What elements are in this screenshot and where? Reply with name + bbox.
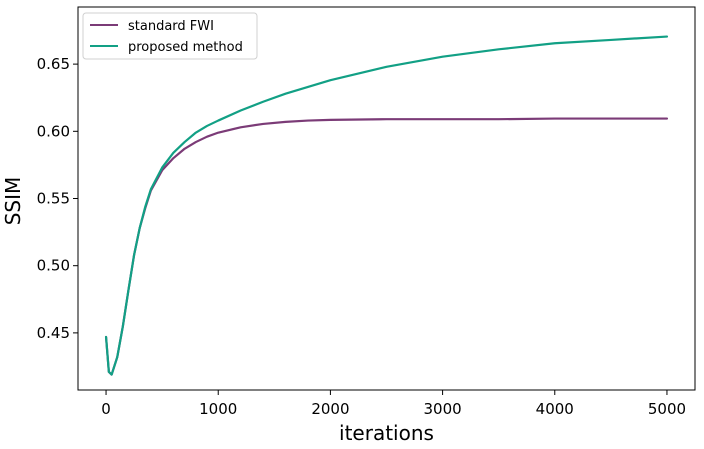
axes: 0 1000 2000 3000 4000 5000 0.45 0.50 0.55 0.60 0.6… <box>37 6 696 418</box>
plot-area <box>104 35 669 376</box>
y-axis-label: SSIM <box>1 177 25 226</box>
series-line-proposed-method <box>104 35 669 376</box>
y-tick-label: 0.60 <box>37 122 70 140</box>
x-tick-label: 4000 <box>536 400 574 418</box>
y-tick-label: 0.50 <box>37 257 70 275</box>
x-tick-label: 2000 <box>311 400 349 418</box>
x-axis-label: iterations <box>339 421 434 445</box>
x-tick-label: 5000 <box>648 400 686 418</box>
y-tick-label: 0.45 <box>37 324 70 342</box>
legend-frame <box>82 12 258 60</box>
x-tick-label: 0 <box>101 400 111 418</box>
legend-label-standard-fwi: standard FWI <box>128 19 214 34</box>
y-tick-label: 0.55 <box>37 190 70 208</box>
legend: standard FWI proposed method <box>82 12 258 60</box>
y-tick-label: 0.65 <box>37 55 70 73</box>
legend-label-proposed-method: proposed method <box>128 40 243 55</box>
x-tick-label: 1000 <box>199 400 237 418</box>
x-tick-label: 3000 <box>423 400 461 418</box>
